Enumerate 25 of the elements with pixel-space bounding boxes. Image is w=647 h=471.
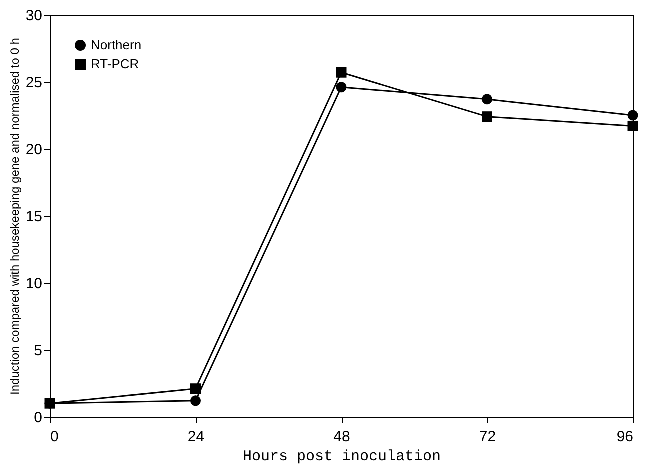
x-tick-label: 48 [334, 428, 350, 446]
legend-label: RT-PCR [91, 56, 140, 72]
y-tick-label: 25 [26, 74, 42, 92]
y-tick-label: 0 [34, 410, 42, 426]
y-tick-label: 20 [26, 142, 42, 158]
x-tick-label: 96 [616, 428, 634, 446]
point [628, 120, 638, 132]
y-tick-label: 30 [26, 8, 42, 24]
point [336, 67, 347, 78]
y-tick-label: 5 [34, 342, 42, 360]
point [190, 384, 201, 394]
y-tick-label: 10 [26, 276, 42, 292]
point [628, 110, 638, 121]
point [44, 398, 56, 409]
x-tick-label: 0 [50, 428, 59, 446]
x-axis-title: Hours post inoculation [242, 448, 442, 466]
x-tick-label: 24 [188, 428, 205, 446]
point [336, 82, 347, 93]
legend-label: Northern [91, 38, 142, 52]
point [482, 94, 492, 105]
y-tick-label: 15 [26, 208, 42, 226]
point [190, 396, 201, 406]
x-tick-label: 72 [479, 428, 496, 446]
point [482, 112, 492, 122]
y-axis-title: Induction compared with housekeeping gene and normalised to 0 h [8, 38, 22, 395]
